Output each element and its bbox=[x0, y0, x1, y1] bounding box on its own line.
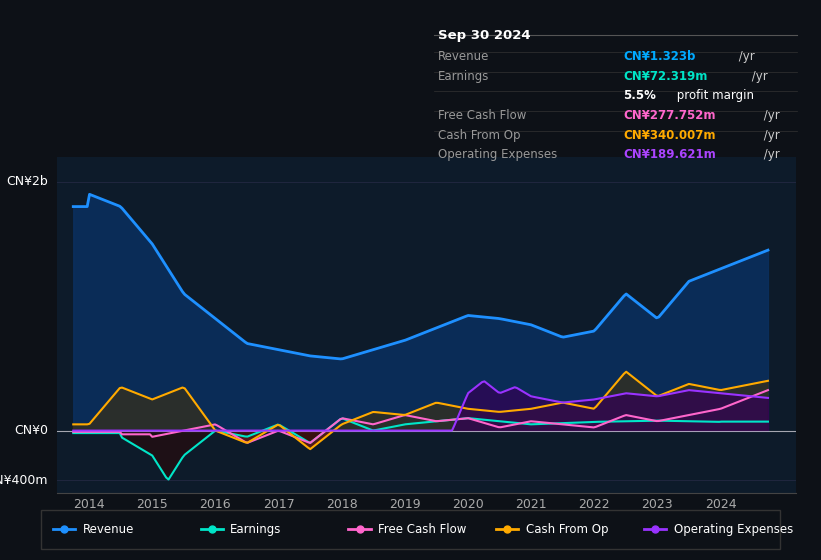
Text: CN¥2b: CN¥2b bbox=[7, 175, 48, 188]
Text: 5.5%: 5.5% bbox=[623, 90, 656, 102]
Text: /yr: /yr bbox=[760, 148, 780, 161]
Text: Revenue: Revenue bbox=[438, 50, 489, 63]
Text: /yr: /yr bbox=[736, 50, 755, 63]
Text: CN¥1.323b: CN¥1.323b bbox=[623, 50, 695, 63]
Text: Cash From Op: Cash From Op bbox=[438, 129, 521, 142]
Text: /yr: /yr bbox=[748, 70, 768, 83]
Text: CN¥0: CN¥0 bbox=[14, 424, 48, 437]
Text: /yr: /yr bbox=[760, 129, 780, 142]
Text: Earnings: Earnings bbox=[230, 522, 282, 536]
Text: Free Cash Flow: Free Cash Flow bbox=[378, 522, 466, 536]
Text: Operating Expenses: Operating Expenses bbox=[438, 148, 557, 161]
Text: -CN¥400m: -CN¥400m bbox=[0, 474, 48, 487]
Text: Free Cash Flow: Free Cash Flow bbox=[438, 109, 526, 122]
Text: Earnings: Earnings bbox=[438, 70, 489, 83]
Text: Revenue: Revenue bbox=[82, 522, 134, 536]
Text: Sep 30 2024: Sep 30 2024 bbox=[438, 29, 531, 42]
Text: CN¥340.007m: CN¥340.007m bbox=[623, 129, 716, 142]
Text: profit margin: profit margin bbox=[673, 90, 754, 102]
Text: CN¥72.319m: CN¥72.319m bbox=[623, 70, 708, 83]
Text: /yr: /yr bbox=[760, 109, 780, 122]
Text: Operating Expenses: Operating Expenses bbox=[673, 522, 793, 536]
Text: CN¥277.752m: CN¥277.752m bbox=[623, 109, 716, 122]
Text: CN¥189.621m: CN¥189.621m bbox=[623, 148, 716, 161]
Text: Cash From Op: Cash From Op bbox=[525, 522, 608, 536]
